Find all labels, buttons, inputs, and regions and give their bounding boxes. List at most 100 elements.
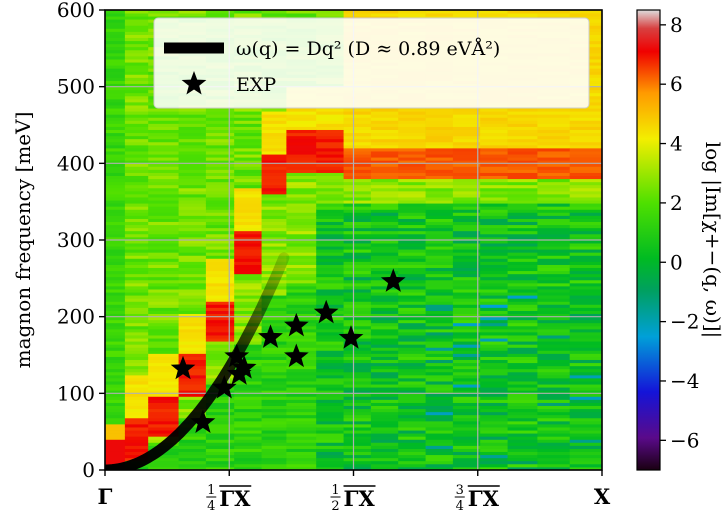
heatmap-cell <box>105 439 126 443</box>
heatmap-cell <box>398 319 426 324</box>
heatmap-cell <box>205 157 235 161</box>
heatmap-cell <box>316 292 344 296</box>
heatmap-cell <box>148 123 179 127</box>
heatmap-cell <box>537 338 571 342</box>
exp-point <box>284 312 309 337</box>
heatmap-cell <box>286 120 317 124</box>
heatmap-cell <box>537 454 571 459</box>
heatmap-cell <box>370 187 399 192</box>
heatmap-cell <box>452 328 481 333</box>
heatmap-cell <box>124 307 149 311</box>
heatmap-cell <box>261 417 287 422</box>
heatmap-cell <box>370 304 399 308</box>
heatmap-cell <box>569 160 602 164</box>
heatmap-cell <box>507 221 538 226</box>
heatmap-cell <box>261 399 287 403</box>
heatmap-cell <box>261 261 287 265</box>
heatmap-cell <box>507 252 538 256</box>
heatmap-cell <box>316 384 344 388</box>
heatmap-cell <box>148 270 179 275</box>
heatmap-cell <box>507 111 538 115</box>
heatmap-cell <box>148 387 179 391</box>
heatmap-cell <box>398 252 426 256</box>
heatmap-cell <box>425 261 454 265</box>
heatmap-cell <box>205 135 235 140</box>
heatmap-cell <box>343 427 372 431</box>
heatmap-cell <box>148 328 179 333</box>
heatmap-cell <box>316 13 344 17</box>
heatmap-cell <box>205 273 235 278</box>
heatmap-cell <box>507 120 538 124</box>
heatmap-cell <box>124 92 149 97</box>
heatmap-cell <box>205 10 235 14</box>
heatmap-cell <box>425 359 454 364</box>
heatmap-cell <box>205 445 235 449</box>
heatmap-cell <box>178 402 207 406</box>
heatmap-cell <box>178 313 207 318</box>
heatmap-cell <box>124 163 149 167</box>
heatmap-cell <box>370 148 399 152</box>
x-tick-label: Γ <box>98 484 113 509</box>
heatmap-cell <box>124 420 149 425</box>
heatmap-cell <box>105 126 126 130</box>
heatmap-cell <box>370 393 399 397</box>
heatmap-cell <box>286 184 317 189</box>
heatmap-cell <box>105 95 126 100</box>
heatmap-cell <box>569 258 602 262</box>
heatmap-cell <box>398 454 426 459</box>
heatmap-cell <box>370 289 399 293</box>
heatmap-cell <box>261 148 287 152</box>
heatmap-cell <box>261 246 287 250</box>
heatmap-cell <box>537 319 571 324</box>
heatmap-cell <box>537 378 571 382</box>
heatmap-cell <box>569 175 602 180</box>
heatmap-cell <box>286 151 317 155</box>
heatmap-cell <box>178 396 207 400</box>
x-tick-frac-numerator: 3 <box>456 483 464 498</box>
heatmap-cell <box>178 457 207 462</box>
heatmap-cell <box>286 255 317 259</box>
heatmap-cell <box>537 255 571 259</box>
heatmap-cell <box>178 148 207 152</box>
heatmap-cell <box>261 448 287 452</box>
heatmap-cell <box>178 141 207 146</box>
heatmap-cell <box>452 408 481 413</box>
heatmap-cell <box>569 267 602 272</box>
heatmap-cell <box>148 120 179 124</box>
heatmap-cell <box>537 353 571 357</box>
heatmap-cell <box>343 129 372 134</box>
heatmap-cell <box>398 347 426 351</box>
heatmap-cell <box>105 249 126 253</box>
heatmap-cell <box>124 289 149 293</box>
heatmap-cell <box>261 233 287 238</box>
heatmap-cell <box>370 396 399 400</box>
heatmap-cell <box>537 411 571 416</box>
heatmap-cell <box>205 427 235 431</box>
heatmap-cell <box>398 108 426 112</box>
heatmap-cell <box>343 430 372 434</box>
heatmap-cell <box>480 151 508 155</box>
heatmap-cell <box>105 414 126 419</box>
heatmap-cell <box>343 181 372 186</box>
heatmap-cell <box>480 218 508 222</box>
heatmap-cell <box>105 341 126 345</box>
heatmap-cell <box>569 279 602 284</box>
heatmap-cell <box>178 439 207 443</box>
heatmap-cell <box>452 325 481 330</box>
heatmap-cell <box>316 197 344 201</box>
heatmap-cell <box>425 10 454 14</box>
heatmap-cell <box>398 114 426 118</box>
heatmap-cell <box>316 270 344 275</box>
heatmap-cell <box>178 252 207 256</box>
heatmap-cell <box>537 267 571 272</box>
heatmap-cell <box>316 141 344 146</box>
heatmap-cell <box>124 117 149 121</box>
heatmap-cell <box>569 298 602 302</box>
heatmap-cell <box>370 322 399 327</box>
heatmap-cell <box>148 197 179 201</box>
heatmap-cell <box>105 427 126 431</box>
heatmap-cell <box>261 301 287 305</box>
heatmap-cell <box>537 157 571 161</box>
heatmap-cell <box>124 224 149 229</box>
heatmap-cell <box>569 206 602 210</box>
